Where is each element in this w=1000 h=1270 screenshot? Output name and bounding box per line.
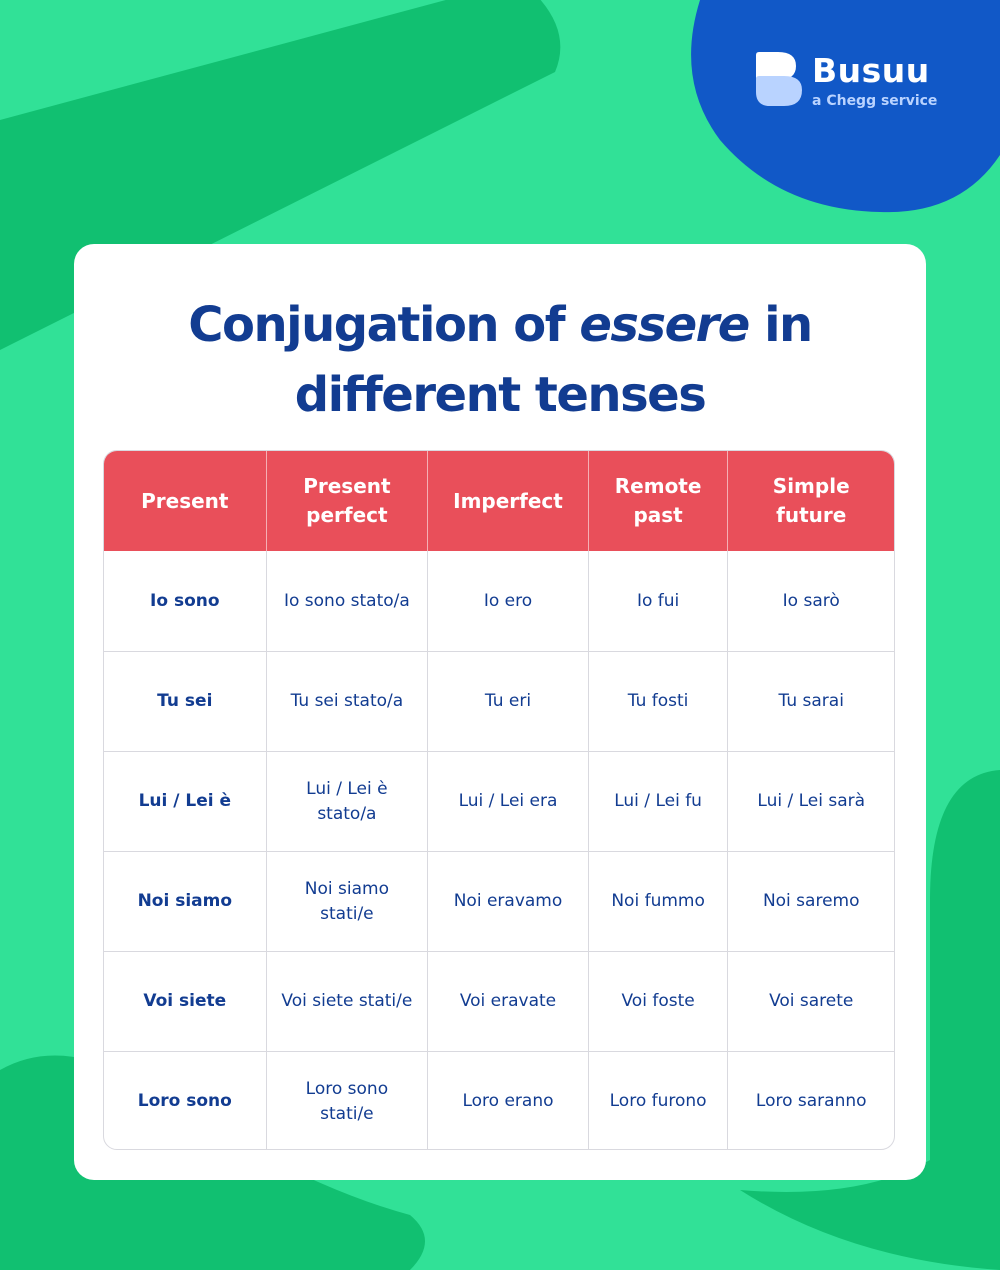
table-cell: Io fui <box>587 551 728 651</box>
table-row: Lui / Lei è Lui / Lei è stato/a Lui / Le… <box>104 751 894 851</box>
conjugation-table: Present Present perfect Imperfect Remote… <box>103 450 895 1150</box>
table-cell: Tu sei <box>157 691 213 711</box>
table-cell: Loro furono <box>587 1052 728 1149</box>
background-bottom-right-shape <box>740 770 1000 1270</box>
table-row: Noi siamo Noi siamo stati/e Noi eravamo … <box>104 851 894 951</box>
table-cell: Noi siamo <box>137 891 233 911</box>
title-connector: in <box>748 297 813 353</box>
table-cell: Loro saranno <box>727 1052 894 1149</box>
table-cell: Io ero <box>427 551 588 651</box>
column-header-imperfect: Imperfect <box>427 451 588 551</box>
table-cell: Io sono <box>150 590 220 611</box>
table-cell: Noi saremo <box>727 852 894 951</box>
table-cell: Voi sarete <box>727 952 894 1051</box>
title-part-1: Conjugation of <box>188 297 580 353</box>
table-cell: Lui / Lei è stato/a <box>265 752 428 851</box>
table-cell: Loro sono <box>137 1091 232 1111</box>
table-cell: Loro erano <box>427 1052 588 1149</box>
table-cell: Voi eravate <box>427 952 588 1051</box>
title-emphasis: essere <box>579 297 750 353</box>
table-cell: Io sarò <box>727 551 894 651</box>
table-row: Voi siete Voi siete stati/e Voi eravate … <box>104 951 894 1051</box>
table-cell: Voi siete <box>143 991 227 1011</box>
column-header-present: Present <box>141 488 229 513</box>
table-row: Io sono Io sono stato/a Io ero Io fui Io… <box>104 551 894 651</box>
table-cell: Lui / Lei sarà <box>727 752 894 851</box>
table-row: Loro sono Loro sono stati/e Loro erano L… <box>104 1051 894 1149</box>
table-cell: Io sono stato/a <box>265 551 428 651</box>
busuu-logo-icon <box>756 52 802 106</box>
table-cell: Loro sono stati/e <box>265 1052 428 1149</box>
title-part-2: different tenses <box>294 367 707 423</box>
brand-tagline: a Chegg service <box>812 93 938 109</box>
table-cell: Voi foste <box>587 952 728 1051</box>
table-row: Tu sei Tu sei stato/a Tu eri Tu fosti Tu… <box>104 651 894 751</box>
column-header-present-perfect: Present perfect <box>265 451 428 551</box>
page-title: Conjugation of essere in different tenses <box>74 290 926 430</box>
table-cell: Noi eravamo <box>427 852 588 951</box>
table-cell: Lui / Lei era <box>427 752 588 851</box>
table-cell: Noi fummo <box>587 852 728 951</box>
table-cell: Lui / Lei fu <box>587 752 728 851</box>
table-cell: Tu eri <box>427 652 588 751</box>
busuu-logo: Busuu a Chegg service <box>756 52 956 122</box>
table-cell: Lui / Lei è <box>138 791 232 811</box>
column-header-simple-future: Simple future <box>727 451 894 551</box>
table-cell: Voi siete stati/e <box>265 952 428 1051</box>
brand-name: Busuu <box>812 51 930 90</box>
table-cell: Tu sarai <box>727 652 894 751</box>
table-header-row: Present Present perfect Imperfect Remote… <box>104 451 894 551</box>
column-header-remote-past: Remote past <box>587 451 728 551</box>
table-cell: Noi siamo stati/e <box>265 852 428 951</box>
table-cell: Tu fosti <box>587 652 728 751</box>
table-cell: Tu sei stato/a <box>265 652 428 751</box>
conjugation-card: Conjugation of essere in different tenses… <box>74 244 926 1180</box>
